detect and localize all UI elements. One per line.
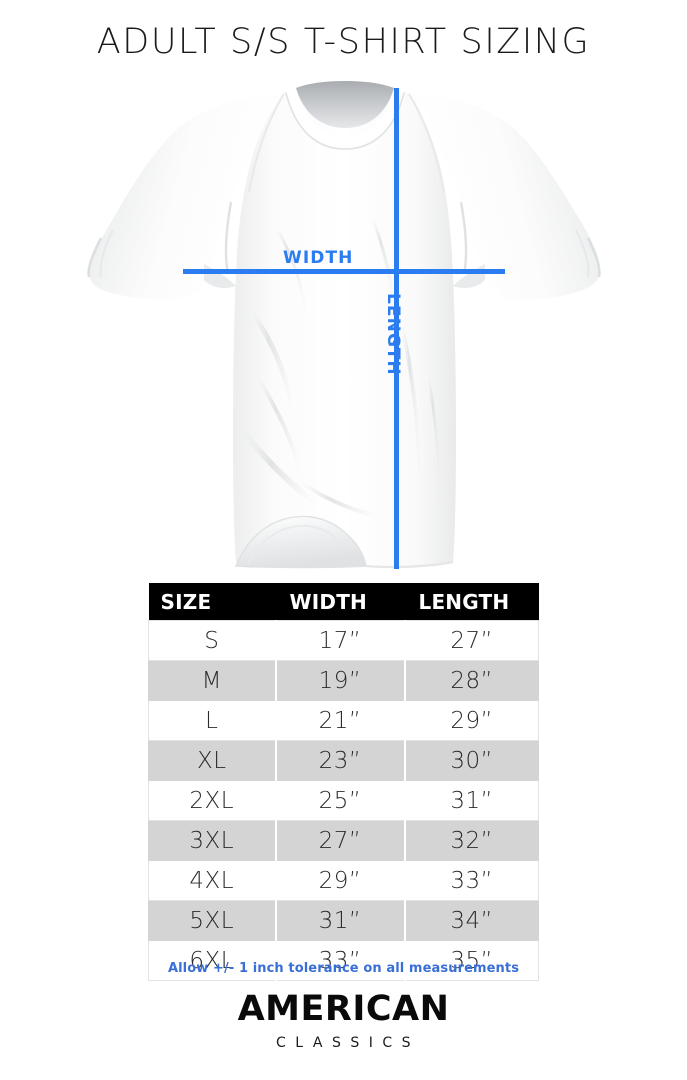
right-sleeve xyxy=(411,94,601,300)
shoulder-seam-left xyxy=(248,93,285,193)
cell-size: 4XL xyxy=(148,860,277,901)
cell-length: 33” xyxy=(403,860,539,901)
column-header-width: WIDTH xyxy=(275,583,405,621)
table-row: XL 23” 30” xyxy=(148,740,539,781)
table-row: 2XL 25” 31” xyxy=(148,780,539,821)
size-chart-table: SIZE WIDTH LENGTH S 17” 27” M 19” 28” L … xyxy=(148,583,539,981)
cell-width: 19” xyxy=(274,660,406,701)
shirt-body-group xyxy=(87,81,601,569)
cell-size: 2XL xyxy=(148,780,277,821)
cell-width: 21” xyxy=(274,700,406,741)
collar-inner-shadow xyxy=(296,81,394,128)
sleeve-hem-right xyxy=(586,237,601,278)
brand-name-secondary: CLASSICS xyxy=(275,1035,421,1051)
cell-size: L xyxy=(148,700,277,741)
header-row: SIZE WIDTH LENGTH xyxy=(148,583,539,621)
table-row: S 17” 27” xyxy=(148,620,539,661)
cell-width: 31” xyxy=(274,900,406,941)
underarm-shadow-left xyxy=(204,264,236,288)
table-row: M 19” 28” xyxy=(148,660,539,701)
brand-logo: AMERICAN CLASSICS xyxy=(0,989,687,1051)
table-row: L 21” 29” xyxy=(148,700,539,741)
cell-length: 28” xyxy=(403,660,539,701)
cell-length: 30” xyxy=(403,740,539,781)
cell-size: S xyxy=(148,620,277,661)
armhole-seam-left xyxy=(224,201,233,275)
shoulder-seam-right xyxy=(408,93,445,193)
cell-width: 27” xyxy=(274,820,406,861)
cell-width: 25” xyxy=(274,780,406,821)
size-chart-header: SIZE WIDTH LENGTH xyxy=(148,583,539,621)
table-row: 3XL 27” 32” xyxy=(148,820,539,861)
size-chart-body: S 17” 27” M 19” 28” L 21” 29” XL 23” 30”… xyxy=(148,620,539,981)
cell-length: 34” xyxy=(403,900,539,941)
cell-width: 29” xyxy=(274,860,406,901)
bottom-hem xyxy=(365,560,454,569)
collar-rib-edge xyxy=(285,92,405,150)
cell-length: 35” xyxy=(403,940,539,981)
size-chart: SIZE WIDTH LENGTH S 17” 27” M 19” 28” L … xyxy=(148,583,539,981)
column-header-size: SIZE xyxy=(148,583,276,621)
tshirt-illustration xyxy=(0,78,687,578)
cell-length: 29” xyxy=(403,700,539,741)
left-sleeve xyxy=(88,94,283,300)
cell-size: 3XL xyxy=(148,820,277,861)
cell-size: XL xyxy=(148,740,277,781)
cell-size: 6XL xyxy=(148,940,277,981)
hem-fold xyxy=(234,515,367,569)
table-row: 6XL 33” 35” xyxy=(148,940,539,981)
tshirt-svg xyxy=(87,81,601,569)
cell-width: 33” xyxy=(274,940,406,981)
cell-length: 27” xyxy=(403,620,539,661)
sleeve-hem-right-line xyxy=(575,229,590,278)
cell-length: 32” xyxy=(403,820,539,861)
cell-width: 17” xyxy=(274,620,406,661)
cell-size: 5XL xyxy=(148,900,277,941)
sleeve-hem-left xyxy=(87,237,103,278)
page-title: ADULT S/S T-SHIRT SIZING xyxy=(96,22,591,62)
collar-rib xyxy=(285,85,405,148)
sleeve-hem-left-line xyxy=(99,229,114,278)
cell-length: 31” xyxy=(403,780,539,821)
column-header-length: LENGTH xyxy=(404,583,539,621)
tolerance-note: Allow +/- 1 inch tolerance on all measur… xyxy=(167,961,520,976)
underarm-shadow-right xyxy=(453,264,485,288)
shirt-torso xyxy=(233,85,456,568)
hem-fold-inner xyxy=(247,524,337,565)
armhole-seam-right xyxy=(459,201,468,275)
table-row: 4XL 29” 33” xyxy=(148,860,539,901)
table-row: 5XL 31” 34” xyxy=(148,900,539,941)
brand-name-primary: AMERICAN xyxy=(237,989,450,1029)
cell-size: M xyxy=(148,660,277,701)
cell-width: 23” xyxy=(274,740,406,781)
